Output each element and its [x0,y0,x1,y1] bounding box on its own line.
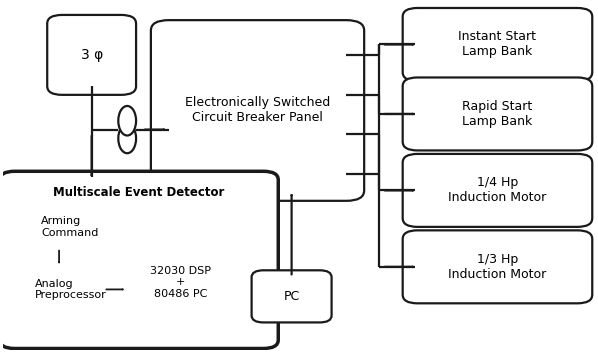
Text: Instant Start
Lamp Bank: Instant Start Lamp Bank [459,30,536,59]
Text: PC: PC [283,290,300,303]
Ellipse shape [118,106,136,136]
FancyBboxPatch shape [402,154,592,227]
FancyBboxPatch shape [402,231,592,303]
FancyBboxPatch shape [252,270,331,322]
FancyBboxPatch shape [151,20,364,201]
FancyBboxPatch shape [0,171,278,348]
Text: Analog
Preprocessor: Analog Preprocessor [35,279,107,300]
Text: 1/3 Hp
Induction Motor: 1/3 Hp Induction Motor [448,253,547,281]
Text: Arming
Command: Arming Command [41,216,99,238]
Text: Rapid Start
Lamp Bank: Rapid Start Lamp Bank [462,100,533,128]
FancyBboxPatch shape [47,15,136,95]
FancyBboxPatch shape [402,8,592,81]
Text: 32030 DSP
+
80486 PC: 32030 DSP + 80486 PC [150,266,211,299]
Text: Electronically Switched
Circuit Breaker Panel: Electronically Switched Circuit Breaker … [185,96,330,125]
FancyBboxPatch shape [402,77,592,150]
Ellipse shape [118,124,136,153]
Text: 1/4 Hp
Induction Motor: 1/4 Hp Induction Motor [448,176,547,204]
Text: 3 φ: 3 φ [81,48,103,62]
Text: Multiscale Event Detector: Multiscale Event Detector [53,186,225,199]
